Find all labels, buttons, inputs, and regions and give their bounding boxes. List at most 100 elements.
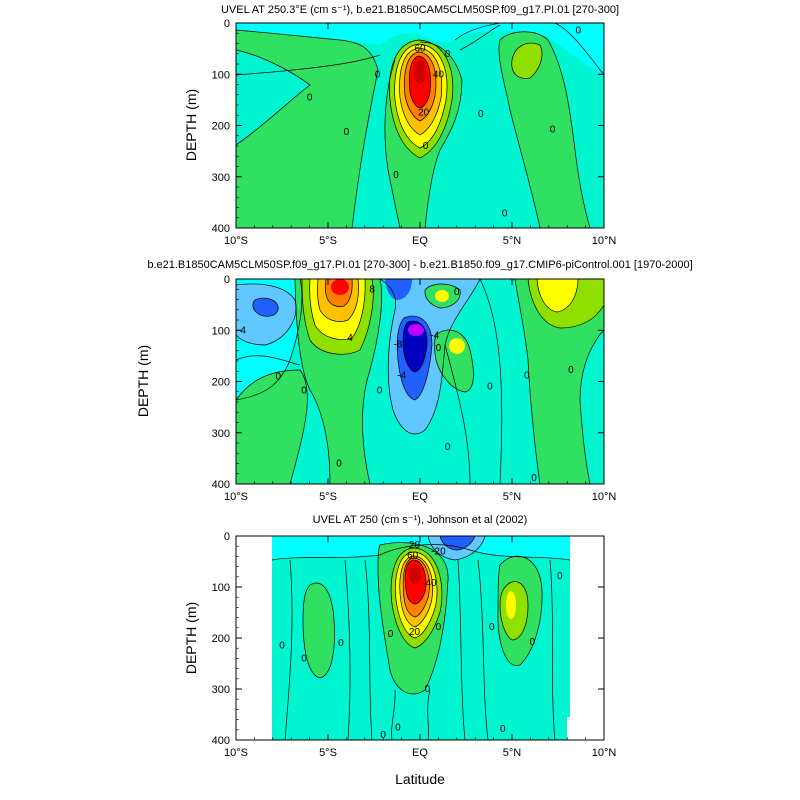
panel-1-contour-label: 0: [478, 109, 484, 120]
panel-2-contour-lines: [236, 279, 604, 484]
panel-2-contour-label: 0: [276, 371, 282, 382]
panel-2-contour-label: 0: [568, 365, 574, 376]
panel-2-y-tick-label: 100: [212, 325, 230, 337]
panel-3-contour-label: 60: [407, 550, 419, 561]
panel-3-region-cyan-top: [272, 536, 570, 560]
panel-2-region-yellow-right: [537, 279, 578, 312]
panel-1-contour-label: 0: [344, 127, 350, 138]
panel-1-x-tick-label: 10°N: [592, 235, 617, 247]
panel-3-ylabel: DEPTH (m): [183, 602, 199, 674]
panel-3-y-tick-label: 400: [212, 735, 230, 747]
panel-3-x-tick-label: EQ: [412, 747, 428, 759]
panel-2-contour-label: 0: [336, 459, 342, 470]
panel-2-y-tick-label: 400: [212, 479, 230, 491]
panel-1-y-tick-label: 200: [212, 121, 230, 133]
panel-2-contour-label: 8: [369, 284, 375, 295]
panel-2-contour-label: -8: [393, 340, 402, 351]
panel-3-x-tick-label: 5°S: [319, 747, 337, 759]
panel-3-contour-label: 0: [301, 653, 307, 664]
panel-3-contour-label: 0: [425, 684, 431, 695]
panel-1-region-green-left: [236, 30, 378, 228]
panel-2-contour-label: 0: [454, 287, 460, 298]
panel-1-contour-label: 0: [502, 209, 508, 220]
panel-2-region-blue-left: [252, 298, 279, 317]
panel-1-region-green-right: [498, 31, 590, 228]
panel-1-contour-labels: 60 40 20 0 0 0 0 0 0 0 0 0 0: [307, 26, 582, 220]
panel-2-contour-label: 0: [377, 386, 383, 397]
panel-3-contour-label: 0: [395, 722, 401, 733]
panel-2-y-tick-label: 200: [212, 377, 230, 389]
panel-1-y-tick-label: 400: [212, 223, 230, 235]
panel-3-contour-label: -20: [431, 546, 446, 557]
panel-3-contour-label: 0: [436, 622, 442, 633]
panel-3-nodata-mask-br: [567, 717, 570, 740]
panel-2-contour-label: 4: [347, 333, 353, 344]
panel-1-contour-label: 0: [550, 125, 556, 136]
panel-1-y-tick-label: 100: [212, 69, 230, 81]
panel-1-contour-label: 0: [423, 141, 429, 152]
panel-2-region-green-right: [515, 279, 604, 484]
panel-3-core-yellow-east: [506, 591, 516, 619]
panel-3-y-tick-label: 0: [224, 531, 230, 543]
panel-1-x-tick-label: 5°N: [503, 235, 522, 247]
panel-2-x-tick-label: 10°S: [224, 491, 248, 503]
panel-1-x-tick-label: 10°S: [224, 235, 248, 247]
panel-2-y-tick-label: 300: [212, 428, 230, 440]
panel-2-x-tick-label: 5°S: [319, 491, 337, 503]
panel-3-x-tick-label: 10°S: [224, 747, 248, 759]
panel-1-contour-label: 20: [418, 108, 430, 119]
panel-2-contour-label: 0: [524, 370, 530, 381]
panel-1-contour-lines: [236, 23, 604, 228]
panel-2-contour-label: 0: [487, 382, 493, 393]
panel-1-contour-label: 0: [575, 26, 581, 37]
panel-2-region-green-sw: [236, 370, 308, 484]
panel-2-core-red-west: [331, 279, 349, 295]
panel-1-y-tick-label: 0: [224, 18, 230, 30]
panel-3-x-tick-label: 10°N: [592, 747, 617, 759]
panel-2-core-purple: [408, 324, 424, 336]
panel-1-contour-label: 60: [414, 44, 426, 55]
panel-1-contour-label: 40: [433, 69, 445, 80]
panel-2-x-tick-label: 10°N: [592, 491, 617, 503]
panel-3-contour-lines: [272, 536, 570, 740]
panel-3-contour-label: 0: [338, 638, 344, 649]
panel-3-y-tick-label: 300: [212, 684, 230, 696]
panel-2-contour-label: 0: [531, 473, 537, 484]
panel-3-contour-label: 40: [425, 578, 437, 589]
panel-1-x-tick-label: 5°S: [319, 235, 337, 247]
panel-3-title: UVEL AT 250 (cm s⁻¹), Johnson et al (200…: [313, 514, 528, 526]
panel-2-contour-label: -4: [430, 330, 439, 341]
panel-1-contour-label: 0: [307, 92, 313, 103]
panel-2-title: b.e21.B1850CAM5CLM50SP.f09_g17.PI.01 [27…: [147, 259, 692, 271]
panel-2-x-tick-label: 5°N: [503, 491, 522, 503]
panel-3-y-tick-label: 100: [212, 582, 230, 594]
panel-2-x-tick-label: EQ: [412, 491, 428, 503]
panel-3-contour-label: 0: [489, 622, 495, 633]
panel-3-x-tick-label: 5°N: [503, 747, 522, 759]
panel-2-contour-label: 0: [301, 386, 307, 397]
panel-3-contour-label: 0: [279, 641, 285, 652]
panel-1-ylabel: DEPTH (m): [183, 89, 199, 161]
panel-2-ylabel: DEPTH (m): [135, 345, 151, 417]
panel-3-contour-label: 0: [388, 629, 394, 640]
panel-3-y-tick-label: 200: [212, 633, 230, 645]
panel-3-jet-core: [409, 564, 421, 584]
panel-1-x-tick-label: EQ: [412, 235, 428, 247]
panel-1-contour-label: 0: [393, 170, 399, 181]
panel-1-contour-label: 0: [445, 49, 451, 60]
panel-1-region-lime-right: [511, 43, 542, 79]
panel-1-y-tick-label: 300: [212, 172, 230, 184]
panel-3-contour-label: 0: [529, 637, 535, 648]
panel-2-core-yellow-east: [449, 338, 465, 354]
panel-1-title: UVEL AT 250.3°E (cm s⁻¹), b.e21.B1850CAM…: [221, 4, 619, 16]
panel-2-contour-label: 0: [445, 442, 451, 453]
x-axis-label: Latitude: [395, 771, 445, 787]
panel-2-contour-label: -4: [397, 370, 406, 381]
